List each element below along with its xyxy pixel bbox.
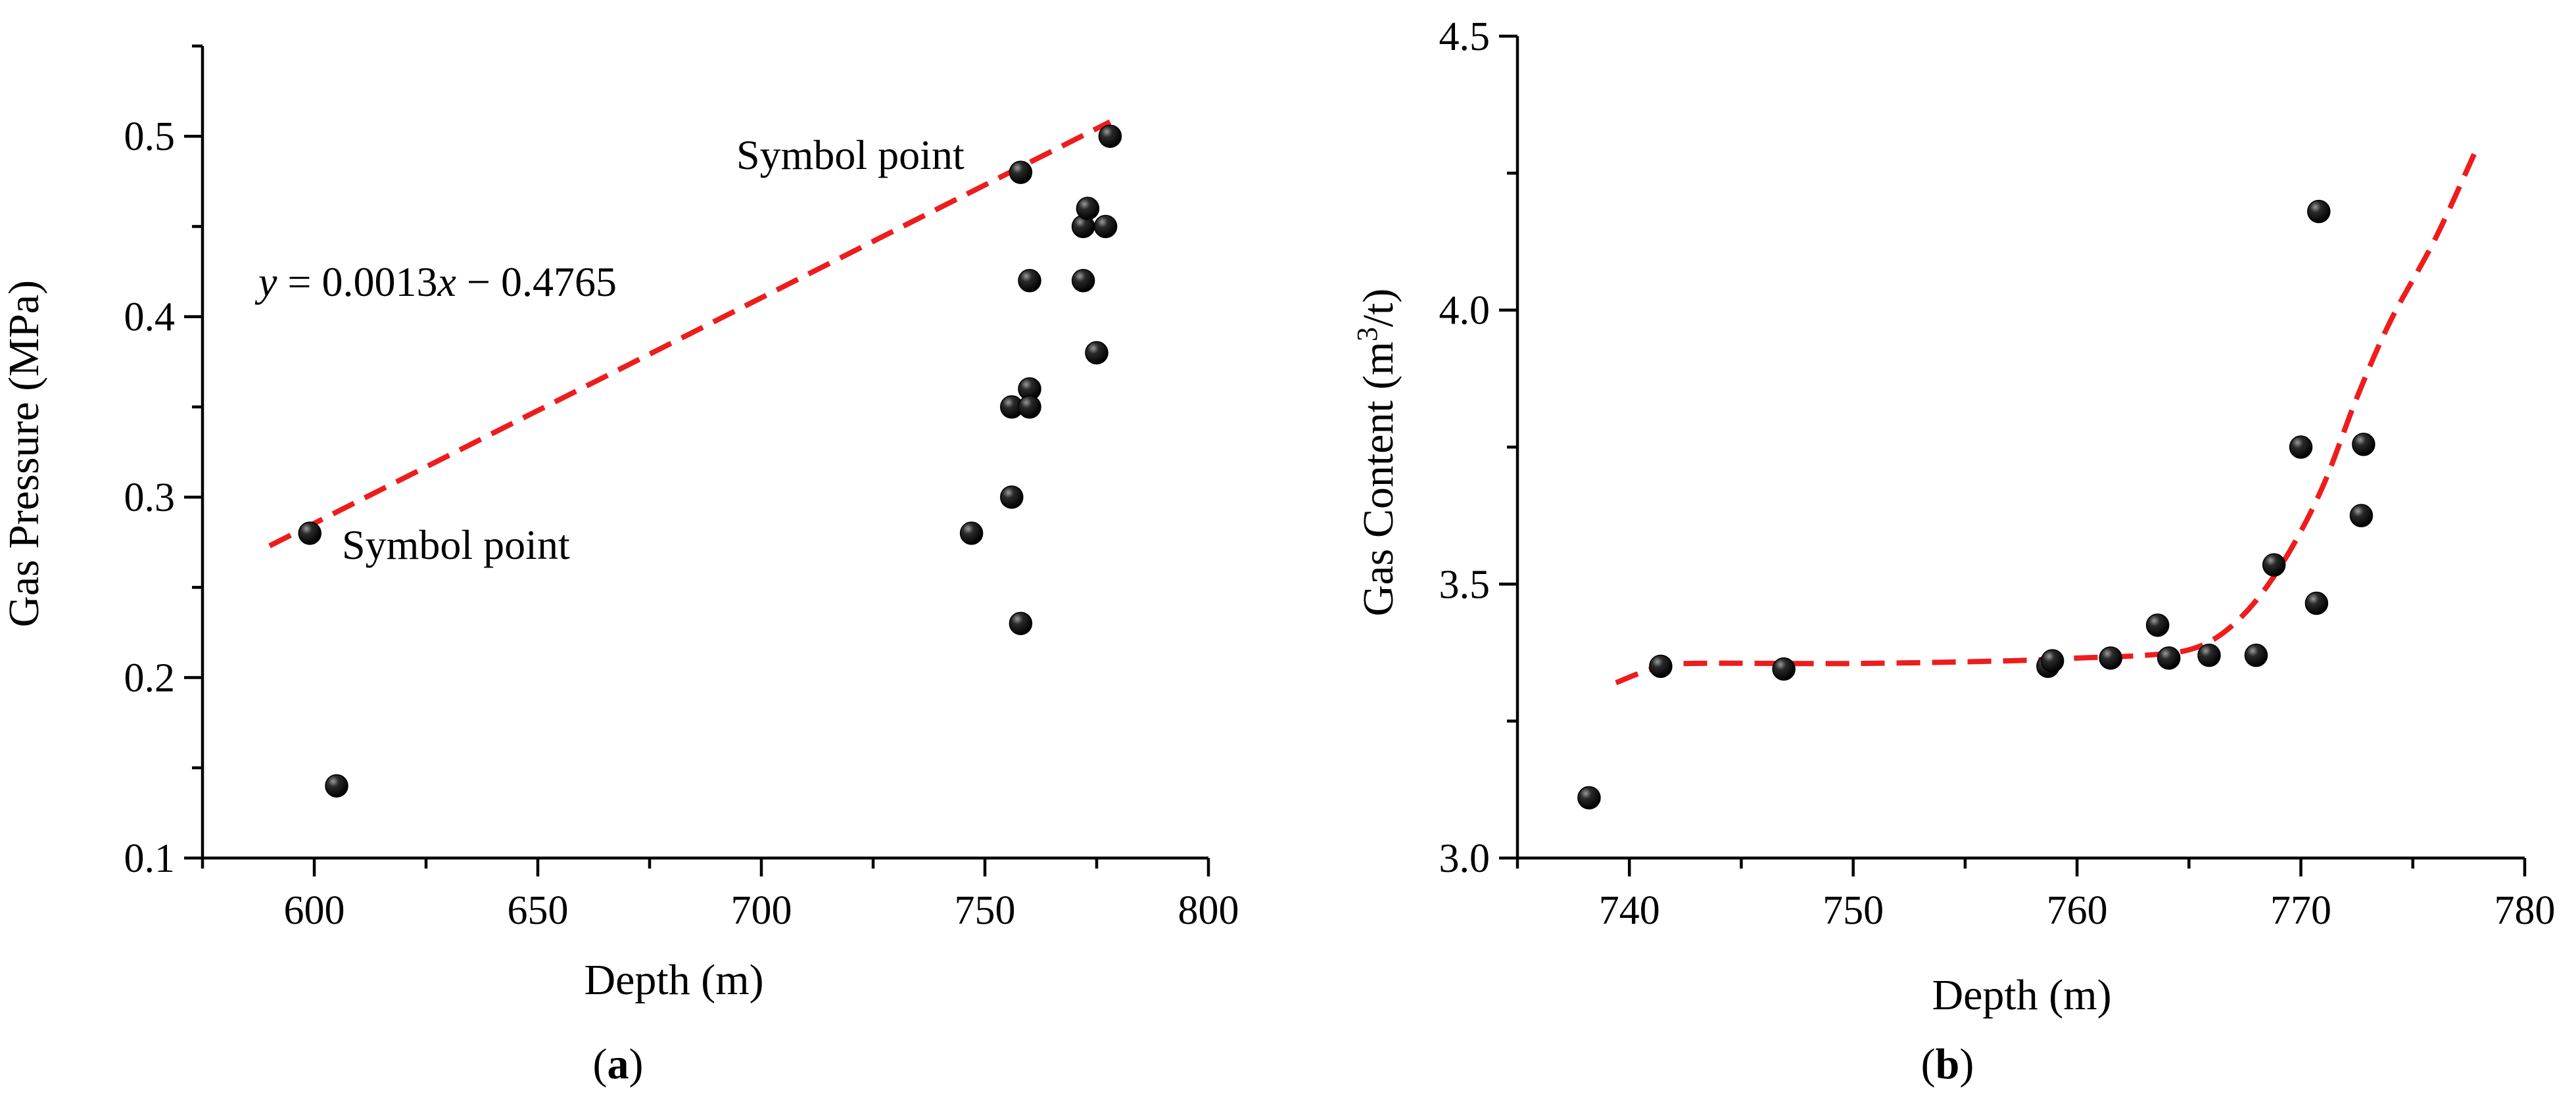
data-point <box>1772 657 1796 681</box>
x-tick-label: 760 <box>2047 888 2108 933</box>
fit-line <box>268 119 1112 548</box>
data-point <box>1000 485 1024 509</box>
panel-b-label-letter: b <box>1936 1040 1960 1088</box>
data-point <box>1577 786 1601 810</box>
data-point <box>2262 553 2286 577</box>
data-point <box>959 521 984 545</box>
y-tick-label: 0.1 <box>124 836 176 881</box>
data-point <box>1018 395 1041 419</box>
y-tick-label: 3.0 <box>1439 836 1491 881</box>
data-point <box>1076 197 1100 220</box>
y-tick-label: 0.3 <box>124 475 176 520</box>
equation-intercept: − 0.4765 <box>456 258 617 305</box>
data-point <box>1649 654 1673 679</box>
equation-coefficient: = 0.0013 <box>277 258 437 305</box>
x-tick-label: 600 <box>284 888 345 933</box>
panel-a-label: (a) <box>593 1040 644 1088</box>
y-tick-label: 4.0 <box>1439 289 1491 333</box>
data-point <box>1009 160 1033 184</box>
equation-y-symbol: y <box>254 258 277 305</box>
data-point <box>2099 646 2122 670</box>
data-point <box>298 521 322 545</box>
panel-a-fit-layer <box>268 119 1112 548</box>
panel-b-x-axis-title: Depth (m) <box>1932 971 2111 1019</box>
panel-a-y-axis-title: Gas Pressure (MPa) <box>0 280 48 627</box>
panel-b-label: (b) <box>1921 1040 1974 1088</box>
panel-a-fit-equation: y = 0.0013x − 0.4765 <box>254 258 617 305</box>
panel-b-label-close: ) <box>1959 1040 1974 1088</box>
panel-a-points <box>298 124 1122 798</box>
panel-a-x-axis-title: Depth (m) <box>584 956 763 1004</box>
data-point <box>2304 591 2329 615</box>
equation-x-symbol: x <box>437 258 456 305</box>
data-point <box>1018 269 1041 293</box>
y-tick-label: 0.2 <box>124 656 176 701</box>
panel-b-label-open: ( <box>1921 1040 1936 1088</box>
x-tick-label: 780 <box>2494 888 2556 933</box>
data-point <box>2352 433 2375 456</box>
x-tick-label: 770 <box>2270 888 2331 933</box>
panel-b-y-title-post: /t) <box>1354 289 1402 327</box>
fit-line <box>1615 150 2478 686</box>
data-point <box>2145 613 2170 637</box>
panel-a-label-close: ) <box>629 1040 644 1088</box>
data-point <box>1071 269 1095 293</box>
y-tick-label: 3.5 <box>1439 562 1491 607</box>
data-point <box>1009 611 1033 635</box>
panel-b-y-title-pre: Gas Content (m <box>1354 341 1402 616</box>
data-point <box>2040 649 2064 673</box>
panel-b-y-title-sup: 3 <box>1351 327 1383 341</box>
data-point <box>2349 504 2373 527</box>
y-tick-label: 0.5 <box>124 114 176 159</box>
x-tick-label: 700 <box>731 888 792 933</box>
data-point <box>2289 435 2313 459</box>
panel-a-axes: 600 650 700 750 800 0.1 0.2 0.3 0.4 0.5 <box>124 44 1239 933</box>
data-point <box>2157 646 2181 670</box>
data-point <box>2307 199 2331 224</box>
data-point <box>325 774 348 798</box>
panel-a-label-letter: a <box>608 1040 629 1088</box>
y-tick-label: 4.5 <box>1439 14 1491 59</box>
panel-a-label-open: ( <box>593 1040 608 1088</box>
data-point <box>1085 341 1109 365</box>
x-tick-label: 740 <box>1599 888 1660 933</box>
data-point <box>2197 643 2221 667</box>
data-point <box>2244 643 2268 667</box>
x-tick-label: 800 <box>1178 888 1239 933</box>
panel-b-gas-content-chart: 740 750 760 770 780 3.0 3.5 4.0 4.5 Depth (m) Ga… <box>1351 14 2556 1088</box>
panel-b-axes: 740 750 760 770 780 3.0 3.5 4.0 4.5 <box>1439 14 2556 933</box>
panel-b-y-axis-title: Gas Content (m3/t) <box>1351 289 1403 617</box>
data-point <box>1093 214 1118 239</box>
panel-a-gas-pressure-chart: 600 650 700 750 800 0.1 0.2 0.3 0.4 0.5 Depth (m)… <box>0 44 1239 1088</box>
panel-a-annotation-symbol-point-upper: Symbol point <box>736 132 965 178</box>
y-tick-label: 0.4 <box>124 295 176 340</box>
data-point <box>1098 124 1122 148</box>
panel-b-points <box>1577 199 2375 810</box>
panel-b-fit-layer <box>1615 150 2478 686</box>
x-tick-label: 650 <box>508 888 569 933</box>
x-tick-label: 750 <box>955 888 1016 933</box>
x-tick-label: 750 <box>1823 888 1884 933</box>
panel-a-annotation-symbol-point-lower: Symbol point <box>342 521 570 568</box>
